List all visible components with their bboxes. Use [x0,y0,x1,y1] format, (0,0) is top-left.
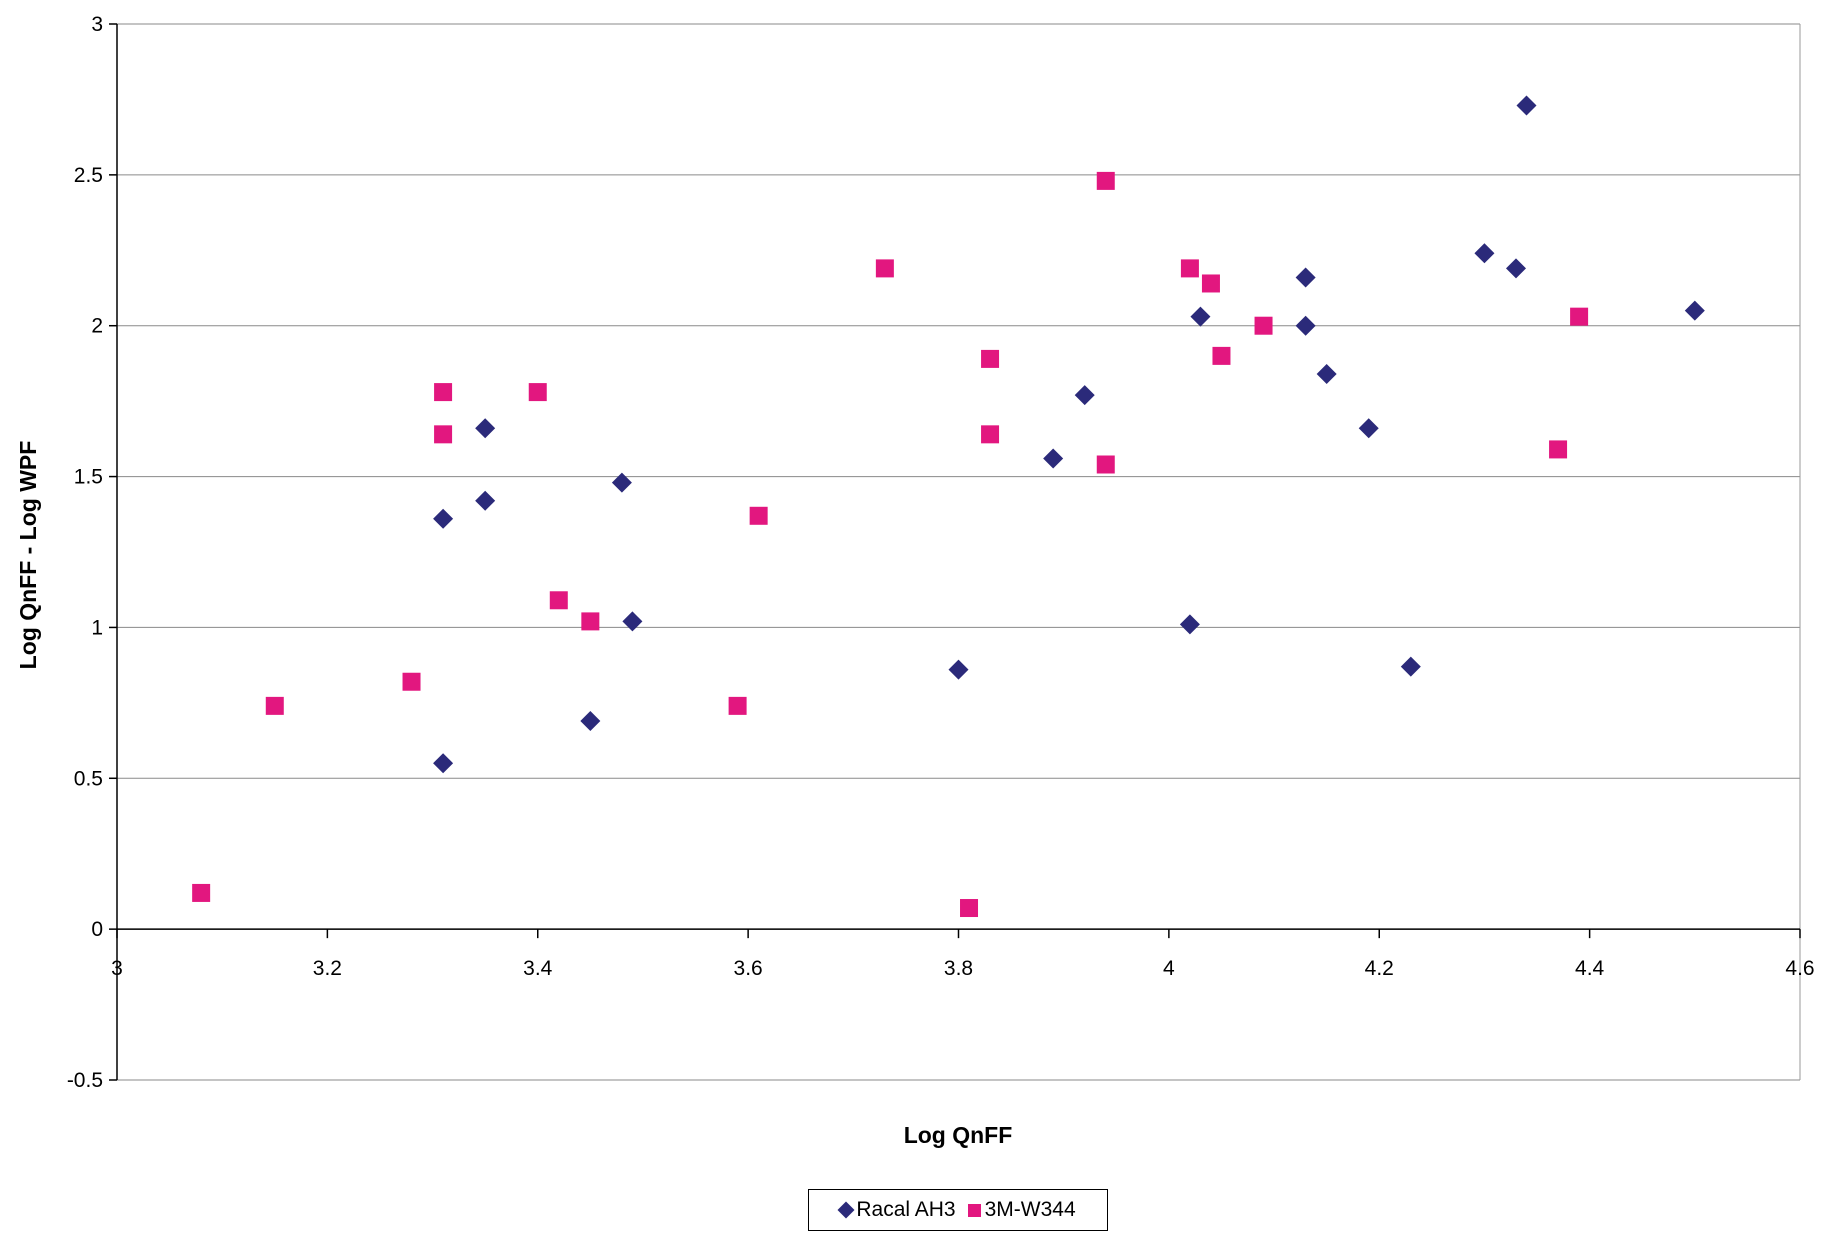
diamond-point [611,472,632,493]
x-tick-label: 4.2 [1365,957,1394,980]
square-point [402,672,421,691]
x-tick-label: 3.6 [734,957,763,980]
x-tick-label: 3 [111,957,123,980]
diamond-point [1043,448,1064,469]
square-point [960,899,979,918]
y-tick-label: 0 [91,918,103,941]
diamond-point [580,710,601,731]
gridlines [117,23,1800,1081]
square-point [549,591,568,610]
square-point [1254,316,1273,335]
x-tick-label: 3.4 [523,957,553,980]
y-tick-label: -0.5 [67,1069,103,1092]
square-point [1201,274,1220,293]
diamond-point [433,753,454,774]
y-tick-label: 1.5 [74,466,103,489]
x-tick-label: 4.4 [1575,957,1605,980]
legend-item-series-2: 3M-W344 [967,1198,1076,1222]
x-tick-label: 4.6 [1785,957,1814,980]
y-axis-title: Log QnFF - Log WPF [15,441,41,670]
data-points [192,95,1705,918]
diamond-point [622,611,643,632]
square-point [1212,346,1231,365]
y-tick-label: 0.5 [74,767,103,790]
square-point [1180,259,1199,278]
diamond-point [1074,385,1095,406]
x-tick-label: 3.2 [313,957,342,980]
diamond-point [1516,95,1537,116]
square-point [1096,171,1115,190]
diamond-point [475,418,496,439]
diamond-point [1400,656,1421,677]
diamond-point [475,490,496,511]
y-tick-label: 3 [91,13,103,36]
square-point [981,425,1000,444]
diamond-point [1358,418,1379,439]
square-point [1549,440,1568,459]
square-point [434,425,453,444]
diamond-point [1179,614,1200,635]
diamond-point [1190,306,1211,327]
diamond-point [1505,258,1526,279]
chart-legend: Racal AH3 3M-W344 [808,1189,1108,1231]
square-point [1570,307,1589,326]
legend-diamond-marker [837,1201,855,1219]
square-point [434,383,453,402]
x-axis-title: Log QnFF [904,1122,1013,1148]
x-ticks: 3 3.2 3.4 3.6 3.8 4 4.2 4.4 4.6 [111,929,1815,980]
diamond-point [1295,315,1316,336]
y-tick-label: 2 [91,315,103,338]
legend-square-marker [967,1203,981,1217]
y-ticks: -0.5 0 0.5 1 1.5 2 2.5 3 [67,13,117,1092]
legend-item-series-1: Racal AH3 [837,1198,956,1222]
square-point [192,883,211,902]
y-tick-label: 1 [91,616,103,639]
diamond-point [1474,243,1495,264]
square-point [1096,455,1115,474]
diamond-point [433,508,454,529]
x-tick-label: 4 [1163,957,1175,980]
square-point [528,383,547,402]
legend-label-series-1: Racal AH3 [856,1198,956,1221]
y-tick-label: 2.5 [74,164,103,187]
square-point [749,506,768,525]
x-tick-label: 3.8 [944,957,973,980]
diamond-point [1295,267,1316,288]
square-point [875,259,894,278]
square-point [981,349,1000,368]
square-point [728,696,747,715]
diamond-point [948,659,969,680]
square-point [581,612,600,631]
legend-label-series-2: 3M-W344 [984,1198,1076,1221]
diamond-point [1684,300,1705,321]
diamond-point [1316,363,1337,384]
square-point [265,696,284,715]
